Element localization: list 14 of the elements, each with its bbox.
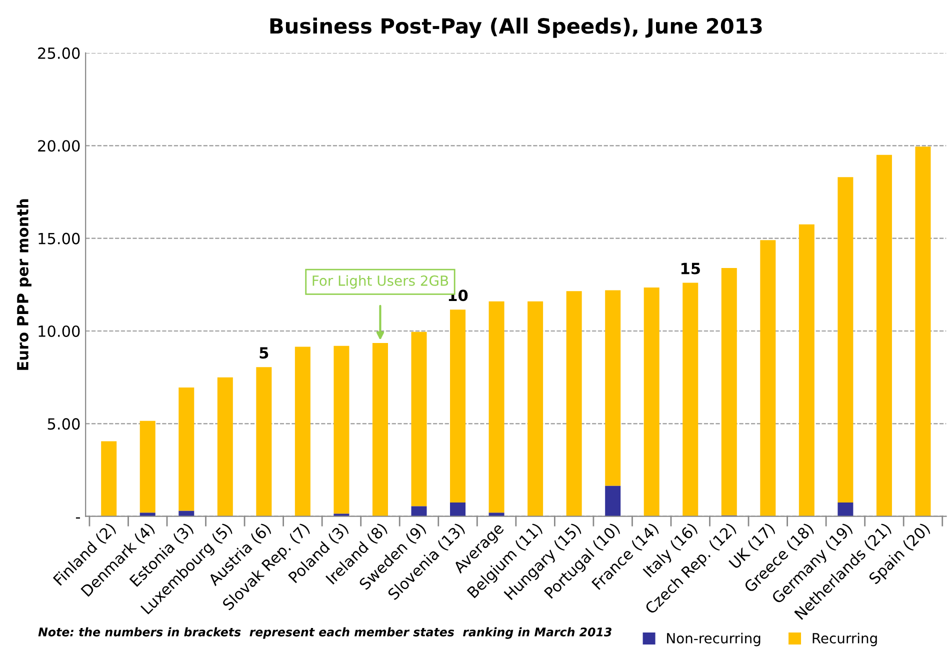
y-tick-label: 15.00 [38,232,80,244]
legend-label: Recurring [812,632,877,646]
y-tick-label: 5.00 [48,418,80,430]
annotation: 15 [681,262,700,274]
y-tick-label: - [76,517,80,519]
y-tick-label: 10.00 [38,325,80,338]
annotation: For Light Users 2GB [312,275,448,289]
text: Note: the numbers in brackets represent each member states ranking in March 2013 [38,627,612,639]
annotation: 5 [260,347,268,359]
chart-title: Business Post-Pay (All Speeds), June 2013 [270,18,762,38]
y-tick-label: 25.00 [38,47,80,59]
y-axis-title: Euro PPP per month [16,199,32,370]
y-tick-label: 20.00 [38,140,80,152]
legend-label: Non-recurring [667,632,760,646]
